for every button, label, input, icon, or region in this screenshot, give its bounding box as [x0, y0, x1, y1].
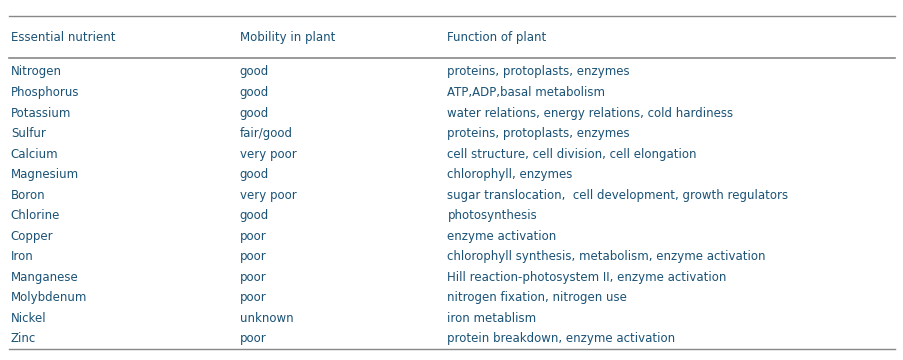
Text: Potassium: Potassium	[11, 107, 71, 120]
Text: ATP,ADP,basal metabolism: ATP,ADP,basal metabolism	[447, 86, 605, 99]
Text: Iron: Iron	[11, 250, 33, 263]
Text: Calcium: Calcium	[11, 148, 59, 161]
Text: photosynthesis: photosynthesis	[447, 209, 536, 222]
Text: Hill reaction-photosystem II, enzyme activation: Hill reaction-photosystem II, enzyme act…	[447, 271, 726, 284]
Text: fair/good: fair/good	[239, 127, 293, 140]
Text: cell structure, cell division, cell elongation: cell structure, cell division, cell elon…	[447, 148, 696, 161]
Text: very poor: very poor	[239, 189, 296, 202]
Text: Sulfur: Sulfur	[11, 127, 46, 140]
Text: poor: poor	[239, 271, 266, 284]
Text: Molybdenum: Molybdenum	[11, 291, 87, 304]
Text: water relations, energy relations, cold hardiness: water relations, energy relations, cold …	[447, 107, 733, 120]
Text: good: good	[239, 86, 268, 99]
Text: Phosphorus: Phosphorus	[11, 86, 79, 99]
Text: iron metablism: iron metablism	[447, 312, 536, 325]
Text: proteins, protoplasts, enzymes: proteins, protoplasts, enzymes	[447, 66, 629, 78]
Text: enzyme activation: enzyme activation	[447, 230, 556, 243]
Text: Nitrogen: Nitrogen	[11, 66, 61, 78]
Text: poor: poor	[239, 332, 266, 345]
Text: good: good	[239, 209, 268, 222]
Text: good: good	[239, 107, 268, 120]
Text: poor: poor	[239, 230, 266, 243]
Text: chlorophyll synthesis, metabolism, enzyme activation: chlorophyll synthesis, metabolism, enzym…	[447, 250, 765, 263]
Text: unknown: unknown	[239, 312, 293, 325]
Text: sugar translocation,  cell development, growth regulators: sugar translocation, cell development, g…	[447, 189, 787, 202]
Text: Boron: Boron	[11, 189, 45, 202]
Text: good: good	[239, 168, 268, 181]
Text: Essential nutrient: Essential nutrient	[11, 31, 116, 44]
Text: chlorophyll, enzymes: chlorophyll, enzymes	[447, 168, 573, 181]
Text: nitrogen fixation, nitrogen use: nitrogen fixation, nitrogen use	[447, 291, 627, 304]
Text: very poor: very poor	[239, 148, 296, 161]
Text: protein breakdown, enzyme activation: protein breakdown, enzyme activation	[447, 332, 675, 345]
Text: Mobility in plant: Mobility in plant	[239, 31, 335, 44]
Text: Function of plant: Function of plant	[447, 31, 546, 44]
Text: Chlorine: Chlorine	[11, 209, 61, 222]
Text: Zinc: Zinc	[11, 332, 36, 345]
Text: poor: poor	[239, 250, 266, 263]
Text: Copper: Copper	[11, 230, 53, 243]
Text: good: good	[239, 66, 268, 78]
Text: Magnesium: Magnesium	[11, 168, 79, 181]
Text: proteins, protoplasts, enzymes: proteins, protoplasts, enzymes	[447, 127, 629, 140]
Text: poor: poor	[239, 291, 266, 304]
Text: Manganese: Manganese	[11, 271, 79, 284]
Text: Nickel: Nickel	[11, 312, 46, 325]
